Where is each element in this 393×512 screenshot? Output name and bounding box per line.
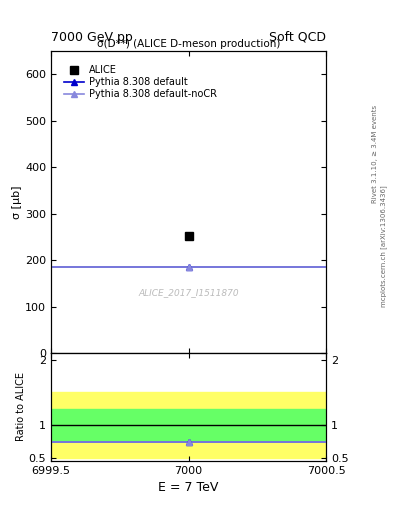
Text: Rivet 3.1.10, ≥ 3.4M events: Rivet 3.1.10, ≥ 3.4M events xyxy=(372,104,378,203)
Bar xyxy=(51,409,326,441)
Text: Soft QCD: Soft QCD xyxy=(269,31,326,44)
X-axis label: E = 7 TeV: E = 7 TeV xyxy=(158,481,219,494)
Text: ALICE_2017_I1511870: ALICE_2017_I1511870 xyxy=(138,288,239,297)
Bar xyxy=(51,392,326,458)
Y-axis label: σ [μb]: σ [μb] xyxy=(12,185,22,219)
Legend: ALICE, Pythia 8.308 default, Pythia 8.308 default-noCR: ALICE, Pythia 8.308 default, Pythia 8.30… xyxy=(61,61,220,103)
Text: mcplots.cern.ch [arXiv:1306.3436]: mcplots.cern.ch [arXiv:1306.3436] xyxy=(380,185,387,307)
Title: σ(D**) (ALICE D-meson production): σ(D**) (ALICE D-meson production) xyxy=(97,39,280,49)
Text: 7000 GeV pp: 7000 GeV pp xyxy=(51,31,133,44)
Y-axis label: Ratio to ALICE: Ratio to ALICE xyxy=(16,372,26,441)
